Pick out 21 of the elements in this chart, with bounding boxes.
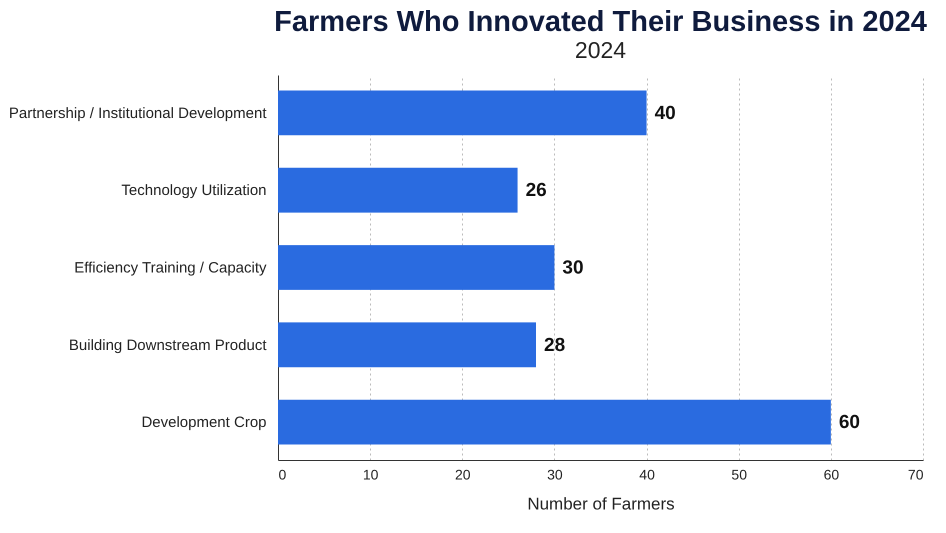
data-label: 60 bbox=[838, 412, 860, 434]
x-tick-label: 60 bbox=[824, 466, 840, 482]
x-axis-title: Number of Farmers bbox=[527, 494, 675, 514]
chart-title: Farmers Who Innovated Their Business in 2024 bbox=[274, 6, 927, 38]
y-tick-label: Efficiency Training / Capacity bbox=[74, 260, 267, 276]
y-tick-label: Building Downstream Product bbox=[68, 336, 268, 354]
data-label: 28 bbox=[544, 334, 566, 356]
data-label: 26 bbox=[526, 180, 547, 202]
x-tick-label: 20 bbox=[454, 466, 471, 482]
x-tick-label: 0 bbox=[278, 466, 286, 482]
x-tick-label: 10 bbox=[362, 466, 379, 482]
x-tick-label: 30 bbox=[547, 466, 563, 482]
y-tick-label: Development Crop bbox=[141, 414, 266, 432]
data-label: 30 bbox=[562, 258, 584, 278]
y-tick-label: Partnership / Institutional Development bbox=[8, 104, 268, 122]
x-tick-label: 40 bbox=[639, 466, 656, 482]
x-tick-label: 70 bbox=[908, 466, 924, 482]
data-label: 40 bbox=[654, 102, 676, 124]
y-tick-label: Technology Utilization bbox=[121, 182, 266, 200]
x-tick-label: 50 bbox=[731, 466, 748, 482]
chart-subtitle: 2024 bbox=[574, 37, 626, 63]
